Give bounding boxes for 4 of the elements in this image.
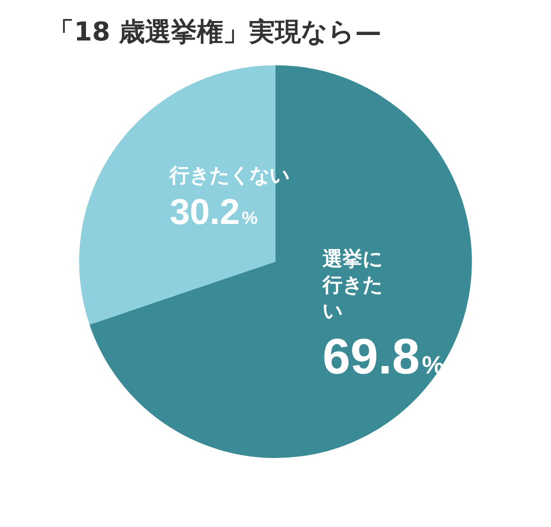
- data-label: 30.2%: [170, 190, 258, 232]
- chart-title: 「18 歳選挙権」実現なら—: [48, 17, 382, 48]
- slice-label: 選挙に行きたい: [322, 246, 383, 323]
- slice-label: 行きたくない: [168, 162, 290, 187]
